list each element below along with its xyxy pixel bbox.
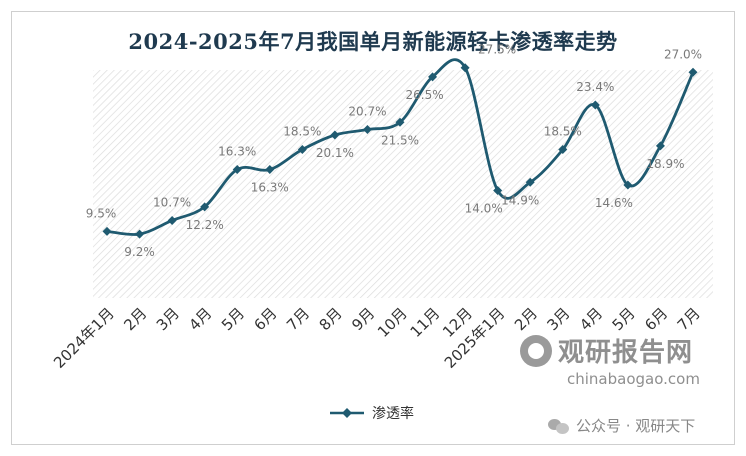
plot-area xyxy=(93,70,713,298)
x-tick-label: 4月 xyxy=(185,304,215,334)
data-point-marker xyxy=(428,72,438,82)
data-label: 9.2% xyxy=(124,245,155,259)
data-point-marker xyxy=(558,145,568,155)
data-label: 18.9% xyxy=(646,157,684,171)
data-point-marker xyxy=(655,141,665,151)
data-point-marker xyxy=(102,226,112,236)
x-tick-label: 2月 xyxy=(120,304,150,334)
data-label: 16.3% xyxy=(251,181,289,195)
watermark: 观研报告网 xyxy=(520,332,693,369)
data-point-marker xyxy=(135,229,145,239)
data-point-marker xyxy=(362,125,372,135)
legend-marker xyxy=(342,408,352,418)
x-tick-label: 10月 xyxy=(374,304,411,341)
data-label: 14.9% xyxy=(501,193,539,207)
data-label: 21.5% xyxy=(381,133,419,147)
data-point-marker xyxy=(200,202,210,212)
data-label: 18.5% xyxy=(283,125,321,139)
x-tick-label: 6月 xyxy=(251,304,281,334)
footer-source: 公众号 · 观研天下 xyxy=(548,415,695,436)
data-label: 12.2% xyxy=(186,218,224,232)
data-label: 26.5% xyxy=(405,88,443,102)
data-point-marker xyxy=(493,185,503,195)
watermark-name: 观研报告网 xyxy=(558,338,694,368)
watermark-url: chinabaogao.com xyxy=(567,370,700,388)
data-label: 10.7% xyxy=(153,195,191,209)
x-tick-label: 2024年1月 xyxy=(50,304,118,372)
watermark-logo-icon xyxy=(520,334,552,367)
x-tick-label: 4月 xyxy=(576,304,606,334)
data-point-marker xyxy=(525,177,535,187)
data-point-marker xyxy=(460,63,470,73)
x-tick-label: 3月 xyxy=(153,304,183,334)
data-label: 9.5% xyxy=(86,206,117,220)
x-tick-label: 5月 xyxy=(218,304,248,334)
data-label: 18.5% xyxy=(544,125,582,139)
data-label: 20.7% xyxy=(348,105,386,119)
x-tick-label: 2月 xyxy=(511,304,541,334)
data-point-marker xyxy=(395,117,405,127)
data-label: 16.3% xyxy=(218,145,256,159)
data-label: 20.1% xyxy=(316,146,354,160)
data-point-marker xyxy=(590,100,600,110)
data-point-marker xyxy=(297,145,307,155)
x-tick-label: 11月 xyxy=(407,304,444,341)
data-label: 23.4% xyxy=(576,80,614,94)
x-tick-label: 6月 xyxy=(641,304,671,334)
data-label: 27.0% xyxy=(664,47,702,61)
x-tick-label: 7月 xyxy=(283,304,313,334)
x-tick-label: 8月 xyxy=(316,304,346,334)
data-label: 14.0% xyxy=(465,201,503,215)
wechat-icon xyxy=(548,417,570,435)
x-tick-label: 7月 xyxy=(674,304,704,334)
x-tick-label: 9月 xyxy=(348,304,378,334)
x-tick-label: 5月 xyxy=(609,304,639,334)
data-point-marker xyxy=(232,165,242,175)
data-label: 27.5% xyxy=(478,43,516,57)
data-point-marker xyxy=(688,67,698,77)
legend-label: 渗透率 xyxy=(372,405,414,422)
data-point-marker xyxy=(623,180,633,190)
data-label: 14.6% xyxy=(595,196,633,210)
data-point-marker xyxy=(265,165,275,175)
x-tick-label: 3月 xyxy=(544,304,574,334)
chart-title: 2024-2025年7月我国单月新能源轻卡渗透率走势 xyxy=(128,29,618,54)
footer-source-text: 公众号 · 观研天下 xyxy=(576,417,696,435)
data-point-marker xyxy=(330,130,340,140)
data-point-marker xyxy=(167,215,177,225)
